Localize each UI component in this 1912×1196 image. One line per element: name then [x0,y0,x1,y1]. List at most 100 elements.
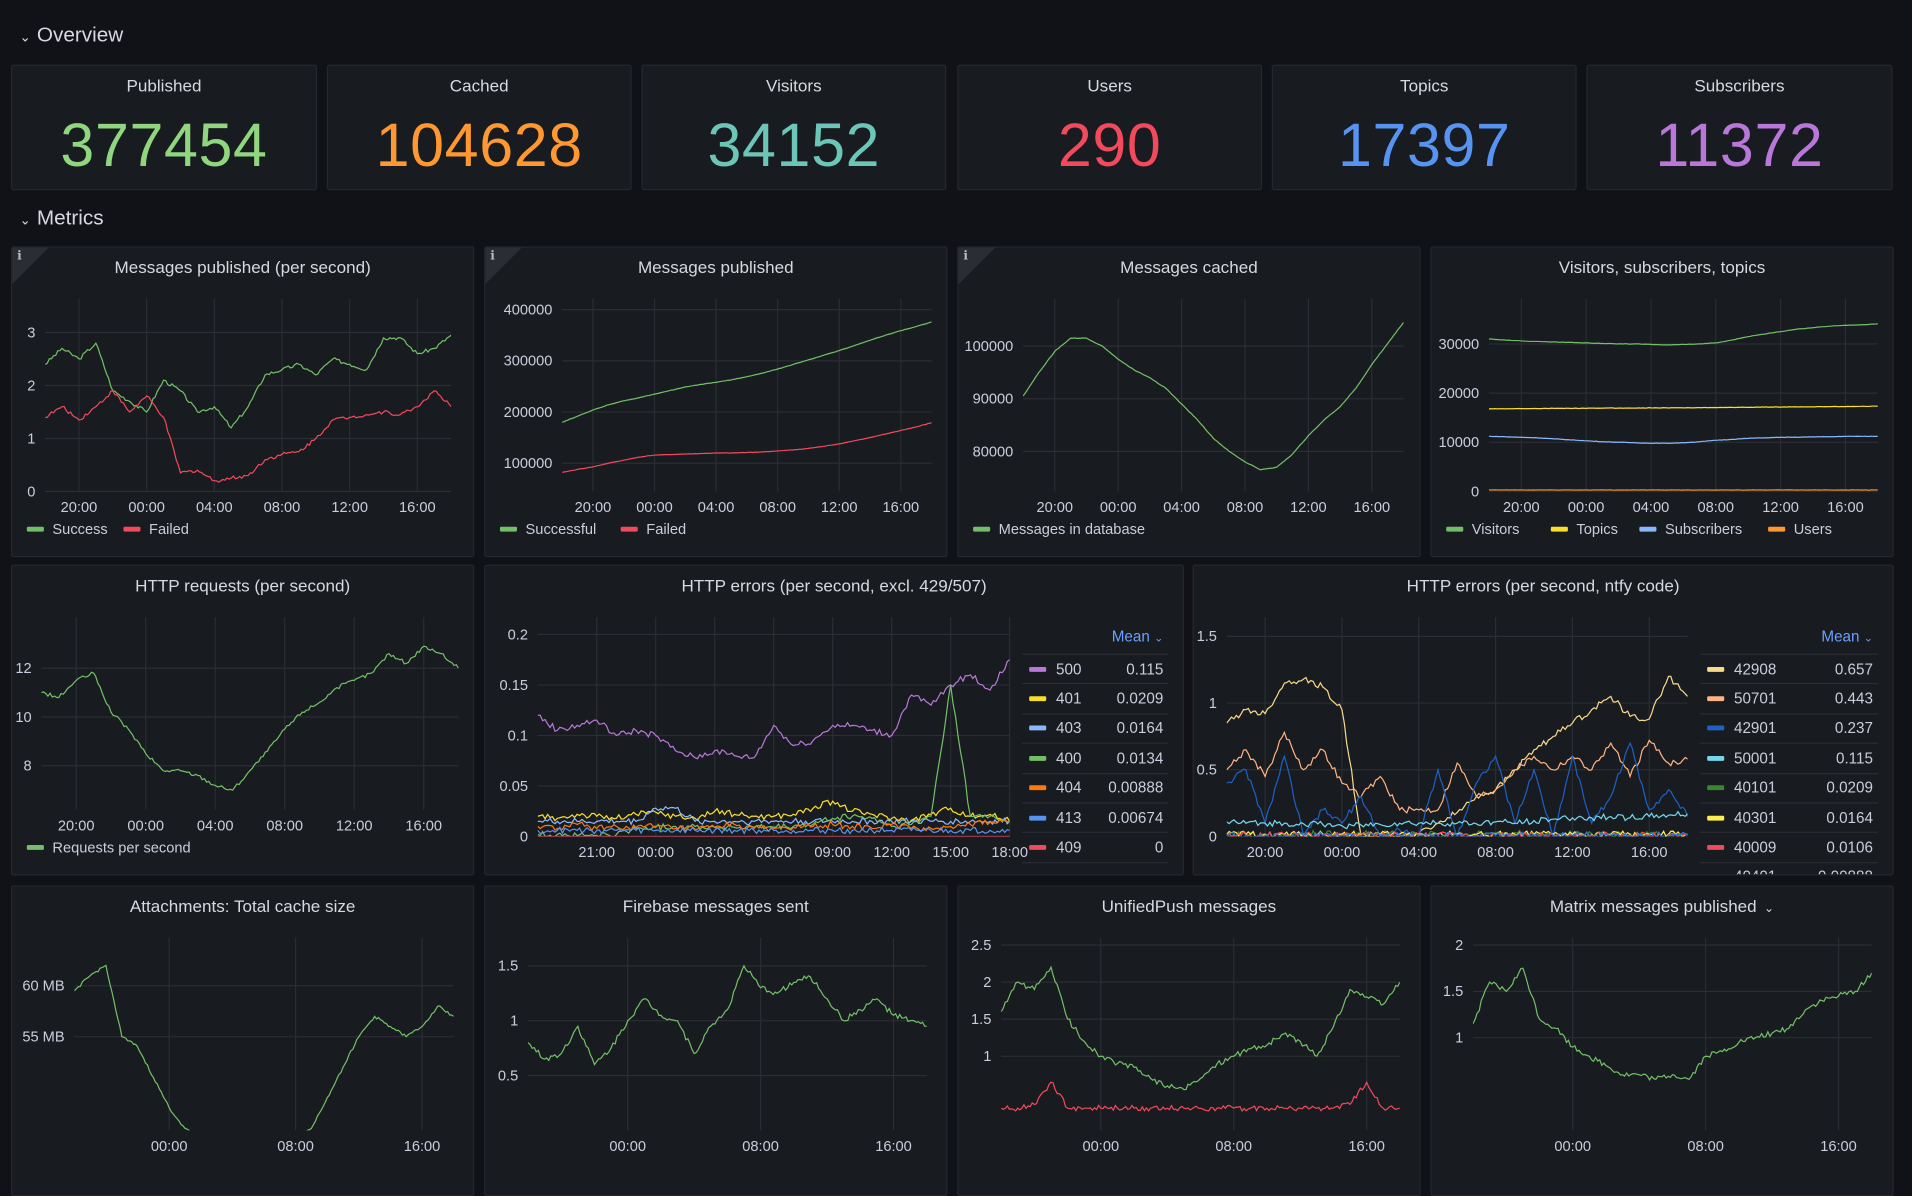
legend-item[interactable]: Visitors [1446,522,1519,538]
panel-http-errors[interactable]: HTTP errors (per second, excl. 429/507)2… [484,565,1184,876]
legend-swatch [123,527,140,532]
x-tick-label: 00:00 [636,500,673,516]
series-line-visitors [1489,324,1878,345]
x-tick-label: 20:00 [1503,500,1540,516]
legend-item[interactable]: Users [1768,522,1832,538]
y-tick-label: 0.1 [508,728,528,744]
legend-label: Failed [149,522,189,538]
stat-topics[interactable]: Topics 17397 [1272,65,1577,191]
legend-swatch [1029,667,1046,672]
y-tick-label: 300000 [504,354,553,370]
legend-label: Failed [646,522,686,538]
legend-label: Success [52,522,107,538]
y-tick-label: 20000 [1438,386,1479,402]
legend-item[interactable]: Subscribers [1639,522,1742,538]
stat-value: 290 [958,110,1260,181]
y-tick-label: 200000 [504,405,553,421]
row-toggle-overview[interactable]: ⌄ Overview [20,23,124,47]
x-tick-label: 04:00 [698,500,735,516]
legend-item[interactable]: Failed [621,522,686,538]
x-tick-label: 06:00 [755,845,792,861]
x-tick-label: 16:00 [1631,845,1668,861]
legend-mean-value: 0.00674 [1108,809,1163,826]
legend-item[interactable]: Requests per second [27,840,191,856]
row-toggle-metrics[interactable]: ⌄ Metrics [20,206,104,230]
legend-swatch [27,527,44,532]
y-tick-label: 2 [983,975,991,991]
y-tick-label: 1 [1455,1031,1463,1047]
legend-swatch [1029,815,1046,820]
legend-header: Mean [1112,628,1150,645]
stat-title: Published [12,76,316,96]
legend-item[interactable]: Success [27,522,108,538]
stat-value: 17397 [1273,110,1575,181]
series-line-50701 [1227,732,1688,812]
y-tick-label: 8 [24,759,32,775]
legend-row[interactable]: 404010.00888 [1700,863,1878,876]
panel-http-errors-ntfy-code[interactable]: HTTP errors (per second, ntfy code)20:00… [1193,565,1894,876]
legend-label: 50701 [1734,690,1835,707]
x-tick-label: 16:00 [405,818,442,834]
legend-item[interactable]: Topics [1551,522,1618,538]
y-tick-label: 3 [27,325,35,341]
legend-sort-mean[interactable]: Mean ⌄ [1700,619,1878,654]
x-tick-label: 16:00 [1827,500,1864,516]
legend-mean-value: 0.00888 [1108,779,1163,796]
legend-item[interactable]: Failed [123,522,188,538]
x-tick-label: 08:00 [1477,845,1514,861]
legend-swatch [1551,527,1568,532]
legend-mean-value: 0.0164 [1826,809,1873,826]
stat-users[interactable]: Users 290 [957,65,1262,191]
legend-label: 40301 [1734,809,1826,826]
legend-mean-value: 0.0209 [1117,690,1164,707]
x-tick-label: 08:00 [1227,500,1264,516]
series-line [1473,968,1872,1080]
y-tick-label: 1 [27,431,35,447]
x-tick-label: 04:00 [1633,500,1670,516]
y-tick-label: 0.05 [500,779,528,795]
legend-label: 403 [1056,720,1117,737]
stat-published[interactable]: Published 377454 [11,65,317,191]
x-tick-label: 16:00 [883,500,920,516]
legend-item[interactable]: Successful [500,522,596,538]
y-tick-label: 90000 [973,392,1014,408]
x-tick-label: 16:00 [399,500,436,516]
x-tick-label: 00:00 [1324,845,1361,861]
legend-item[interactable]: Messages in database [973,522,1145,538]
legend-swatch [1707,815,1724,820]
y-tick-label: 0 [1471,484,1479,500]
stat-subscribers[interactable]: Subscribers 11372 [1586,65,1892,191]
y-tick-label: 12 [15,661,31,677]
stat-cached[interactable]: Cached 104628 [327,65,632,191]
y-tick-label: 10000 [1438,435,1479,451]
legend-sort-mean[interactable]: Mean ⌄ [1022,619,1168,654]
stat-visitors[interactable]: Visitors 34152 [641,65,946,191]
x-tick-label: 00:00 [1568,500,1605,516]
